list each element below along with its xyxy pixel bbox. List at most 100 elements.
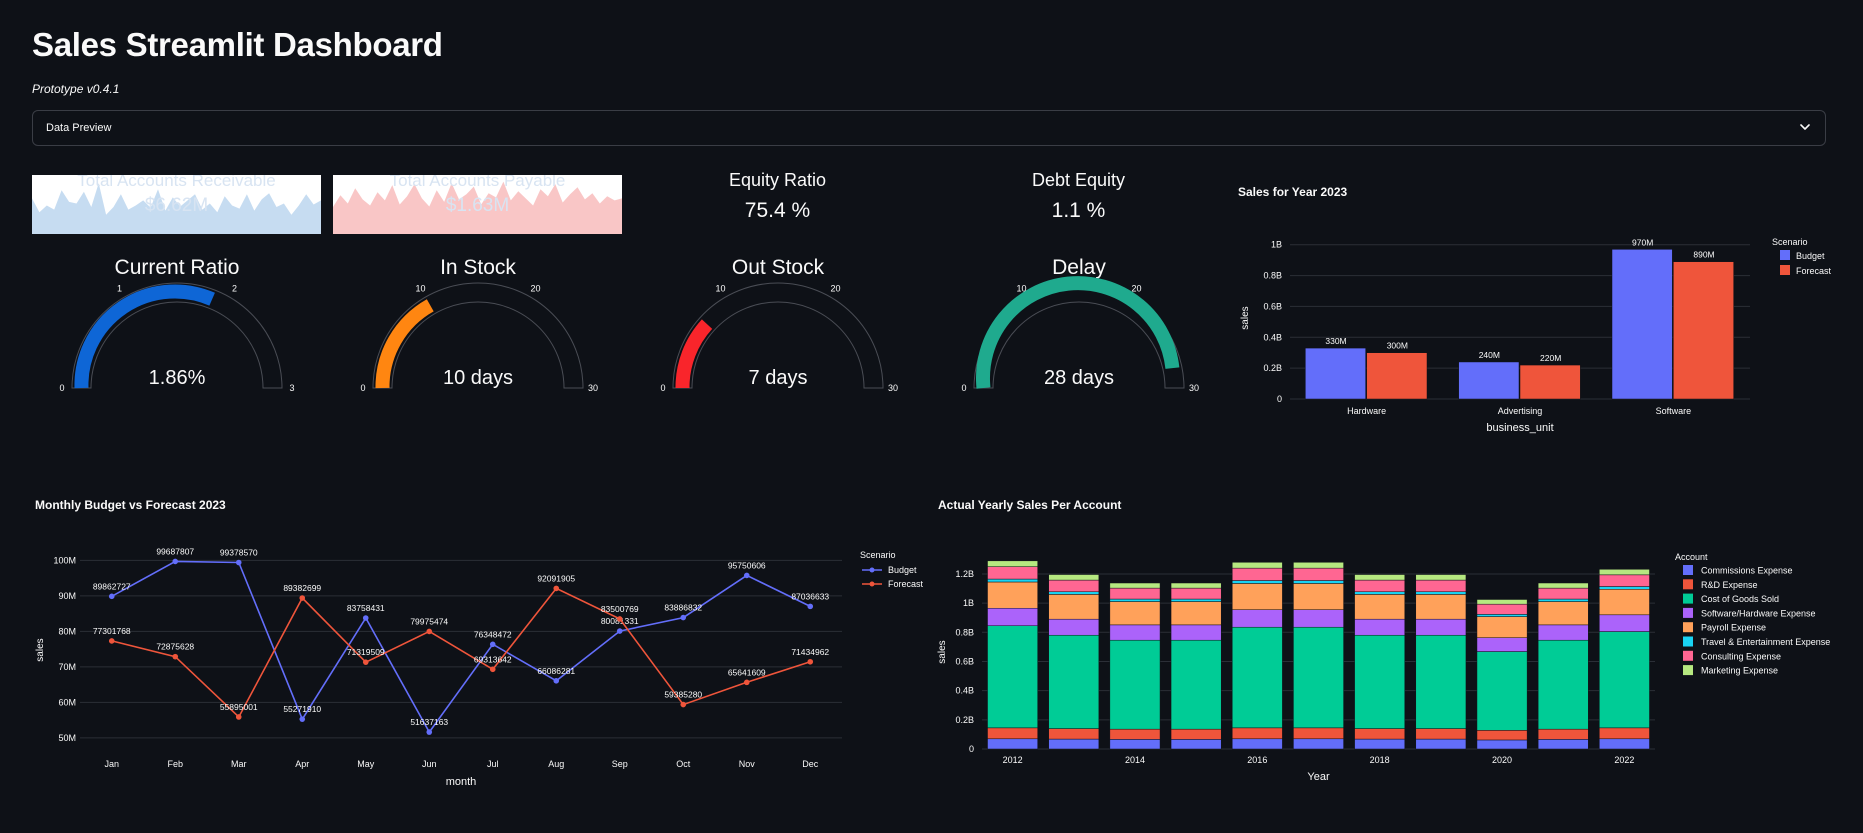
bar-segment-consulting-expense-2019 [1415, 579, 1467, 593]
legend-entry-travel-entertainment-expense[interactable]: Travel & Entertainment Expense [1701, 637, 1830, 647]
bar-segment-r-d-expense-2015 [1170, 728, 1222, 740]
legend-marker[interactable] [869, 581, 875, 587]
point-label: 99687807 [156, 546, 194, 556]
legend-swatch[interactable] [1683, 607, 1693, 618]
point-label: 71319509 [347, 647, 385, 657]
legend-entry-payroll-expense[interactable]: Payroll Expense [1701, 623, 1766, 633]
point-label: 99378570 [220, 548, 258, 558]
legend-swatch[interactable] [1683, 579, 1693, 590]
gauge-tick-label: 10 [415, 283, 425, 293]
bar-segment-payroll-expense-2020 [1476, 616, 1528, 638]
bar-budget-software [1611, 249, 1673, 400]
point-label: 51637163 [410, 717, 448, 727]
data-preview-expander[interactable]: Data Preview [32, 110, 1826, 146]
point-label: 89382699 [283, 583, 321, 593]
point-label: 71434962 [791, 647, 829, 657]
legend-swatch[interactable] [1780, 265, 1790, 275]
bar-segment-r-d-expense-2020 [1476, 730, 1528, 741]
bar-segment-consulting-expense-2016 [1231, 567, 1283, 581]
y-tick-label: 1B [1271, 240, 1282, 250]
legend-entry-software-hardware-expense[interactable]: Software/Hardware Expense [1701, 608, 1816, 618]
bar-data-label: 890M [1693, 250, 1714, 260]
payable-card: Total Accounts Payable $1.63M [333, 175, 622, 234]
legend-marker[interactable] [869, 567, 875, 573]
gauge-title: In Stock [440, 256, 516, 279]
gauge-tick-label: 30 [588, 383, 598, 393]
sparkline-area [32, 183, 321, 234]
point-budget [426, 729, 433, 735]
bar-segment-travel-entertainment-expense-2014 [1109, 598, 1161, 602]
point-budget [807, 603, 814, 610]
gauge-title: Delay [1052, 256, 1106, 279]
x-axis-label: month [446, 776, 477, 788]
x-tick-label: May [357, 759, 375, 769]
x-tick-label: Aug [548, 759, 564, 769]
bar-data-label: 220M [1540, 353, 1561, 363]
legend-entry-r-d-expense[interactable]: R&D Expense [1701, 580, 1758, 590]
yearly-account-sales-chart: 0 0.2B 0.4B 0.6B 0.8B 1B 1.2B sales 2012 2014 2016… [937, 552, 1830, 783]
chevron-down-icon[interactable] [1799, 121, 1811, 133]
y-tick-label: 90M [58, 591, 76, 601]
bar-segment-commissions-expense-2021 [1537, 739, 1589, 750]
y-tick-label: 0.6B [955, 656, 974, 666]
y-tick-label: 1B [963, 598, 974, 608]
gauge-bar [375, 299, 434, 389]
x-tick-label: Software [1656, 406, 1692, 416]
gauge-value: 1.86% [149, 367, 206, 389]
sales-2023-chart: 0 0.2B 0.4B 0.6B 0.8B 1B sales 330M 300M Hardware… [1240, 237, 1832, 434]
bar-segment-software-hardware-expense-2014 [1109, 624, 1161, 641]
bar-segment-r-d-expense-2014 [1109, 728, 1161, 740]
y-tick-label: 100M [53, 555, 76, 565]
legend-title: Scenario [860, 550, 896, 560]
bar-segment-software-hardware-expense-2019 [1415, 618, 1467, 636]
bar-segment-cost-of-goods-sold-2013 [1048, 634, 1100, 729]
bar-segment-marketing-expense-2012 [987, 560, 1038, 567]
legend-entry-budget[interactable]: Budget [1796, 251, 1825, 261]
x-tick-label: Nov [739, 759, 756, 769]
point-forecast [489, 666, 496, 673]
legend-swatch[interactable] [1683, 622, 1693, 633]
point-budget [743, 572, 750, 579]
bar-segment-payroll-expense-2017 [1293, 583, 1344, 610]
legend-entry-budget[interactable]: Budget [888, 565, 917, 575]
legend-swatch[interactable] [1683, 565, 1693, 575]
line-budget [111, 560, 811, 734]
legend-swatch[interactable] [1780, 250, 1790, 260]
gauge-tick-label: 20 [530, 283, 540, 293]
legend-title: Account [1675, 552, 1708, 562]
point-forecast [743, 679, 750, 686]
bar-segment-payroll-expense-2019 [1415, 594, 1467, 620]
x-axis-label: business_unit [1486, 422, 1553, 434]
legend-entry-forecast[interactable]: Forecast [888, 579, 924, 589]
legend-entry-consulting-expense[interactable]: Consulting Expense [1701, 651, 1781, 661]
bar-segment-r-d-expense-2012 [987, 727, 1038, 740]
y-tick-label: 0.8B [955, 627, 974, 637]
legend-entry-commissions-expense[interactable]: Commissions Expense [1701, 566, 1793, 576]
data-preview-label: Data Preview [46, 122, 112, 134]
legend-entry-cost-of-goods-sold[interactable]: Cost of Goods Sold [1701, 594, 1779, 604]
legend-swatch[interactable] [1683, 665, 1693, 676]
monthly-budget-forecast-chart: 50M 60M 70M 80M 90M 100M sales Jan Feb Mar Apr May J… [35, 546, 924, 788]
bar-segment-r-d-expense-2019 [1415, 728, 1467, 740]
x-tick-label: 2012 [1003, 755, 1023, 765]
legend-swatch[interactable] [1683, 636, 1693, 647]
bar-segment-consulting-expense-2014 [1109, 587, 1161, 600]
point-budget [108, 593, 115, 600]
point-label: 59385280 [664, 690, 702, 700]
y-tick-label: 50M [58, 733, 76, 743]
bar-forecast-advertising [1519, 364, 1581, 400]
gauge-value: 7 days [749, 367, 808, 389]
bar-segment-marketing-expense-2013 [1048, 574, 1100, 581]
bar-segment-commissions-expense-2018 [1354, 738, 1406, 750]
y-tick-label: 0 [969, 744, 974, 754]
bar-data-label: 300M [1387, 341, 1408, 351]
bar-segment-payroll-expense-2021 [1537, 601, 1589, 626]
debt-equity-metric: Debt Equity 1.1 % [934, 170, 1223, 223]
gauge-value: 28 days [1044, 367, 1114, 389]
legend-entry-forecast[interactable]: Forecast [1796, 266, 1832, 276]
legend-entry-marketing-expense[interactable]: Marketing Expense [1701, 666, 1778, 676]
legend-swatch[interactable] [1683, 650, 1693, 661]
bar-segment-consulting-expense-2013 [1048, 579, 1100, 593]
bar-segment-marketing-expense-2021 [1537, 582, 1589, 589]
legend-swatch[interactable] [1683, 593, 1693, 604]
